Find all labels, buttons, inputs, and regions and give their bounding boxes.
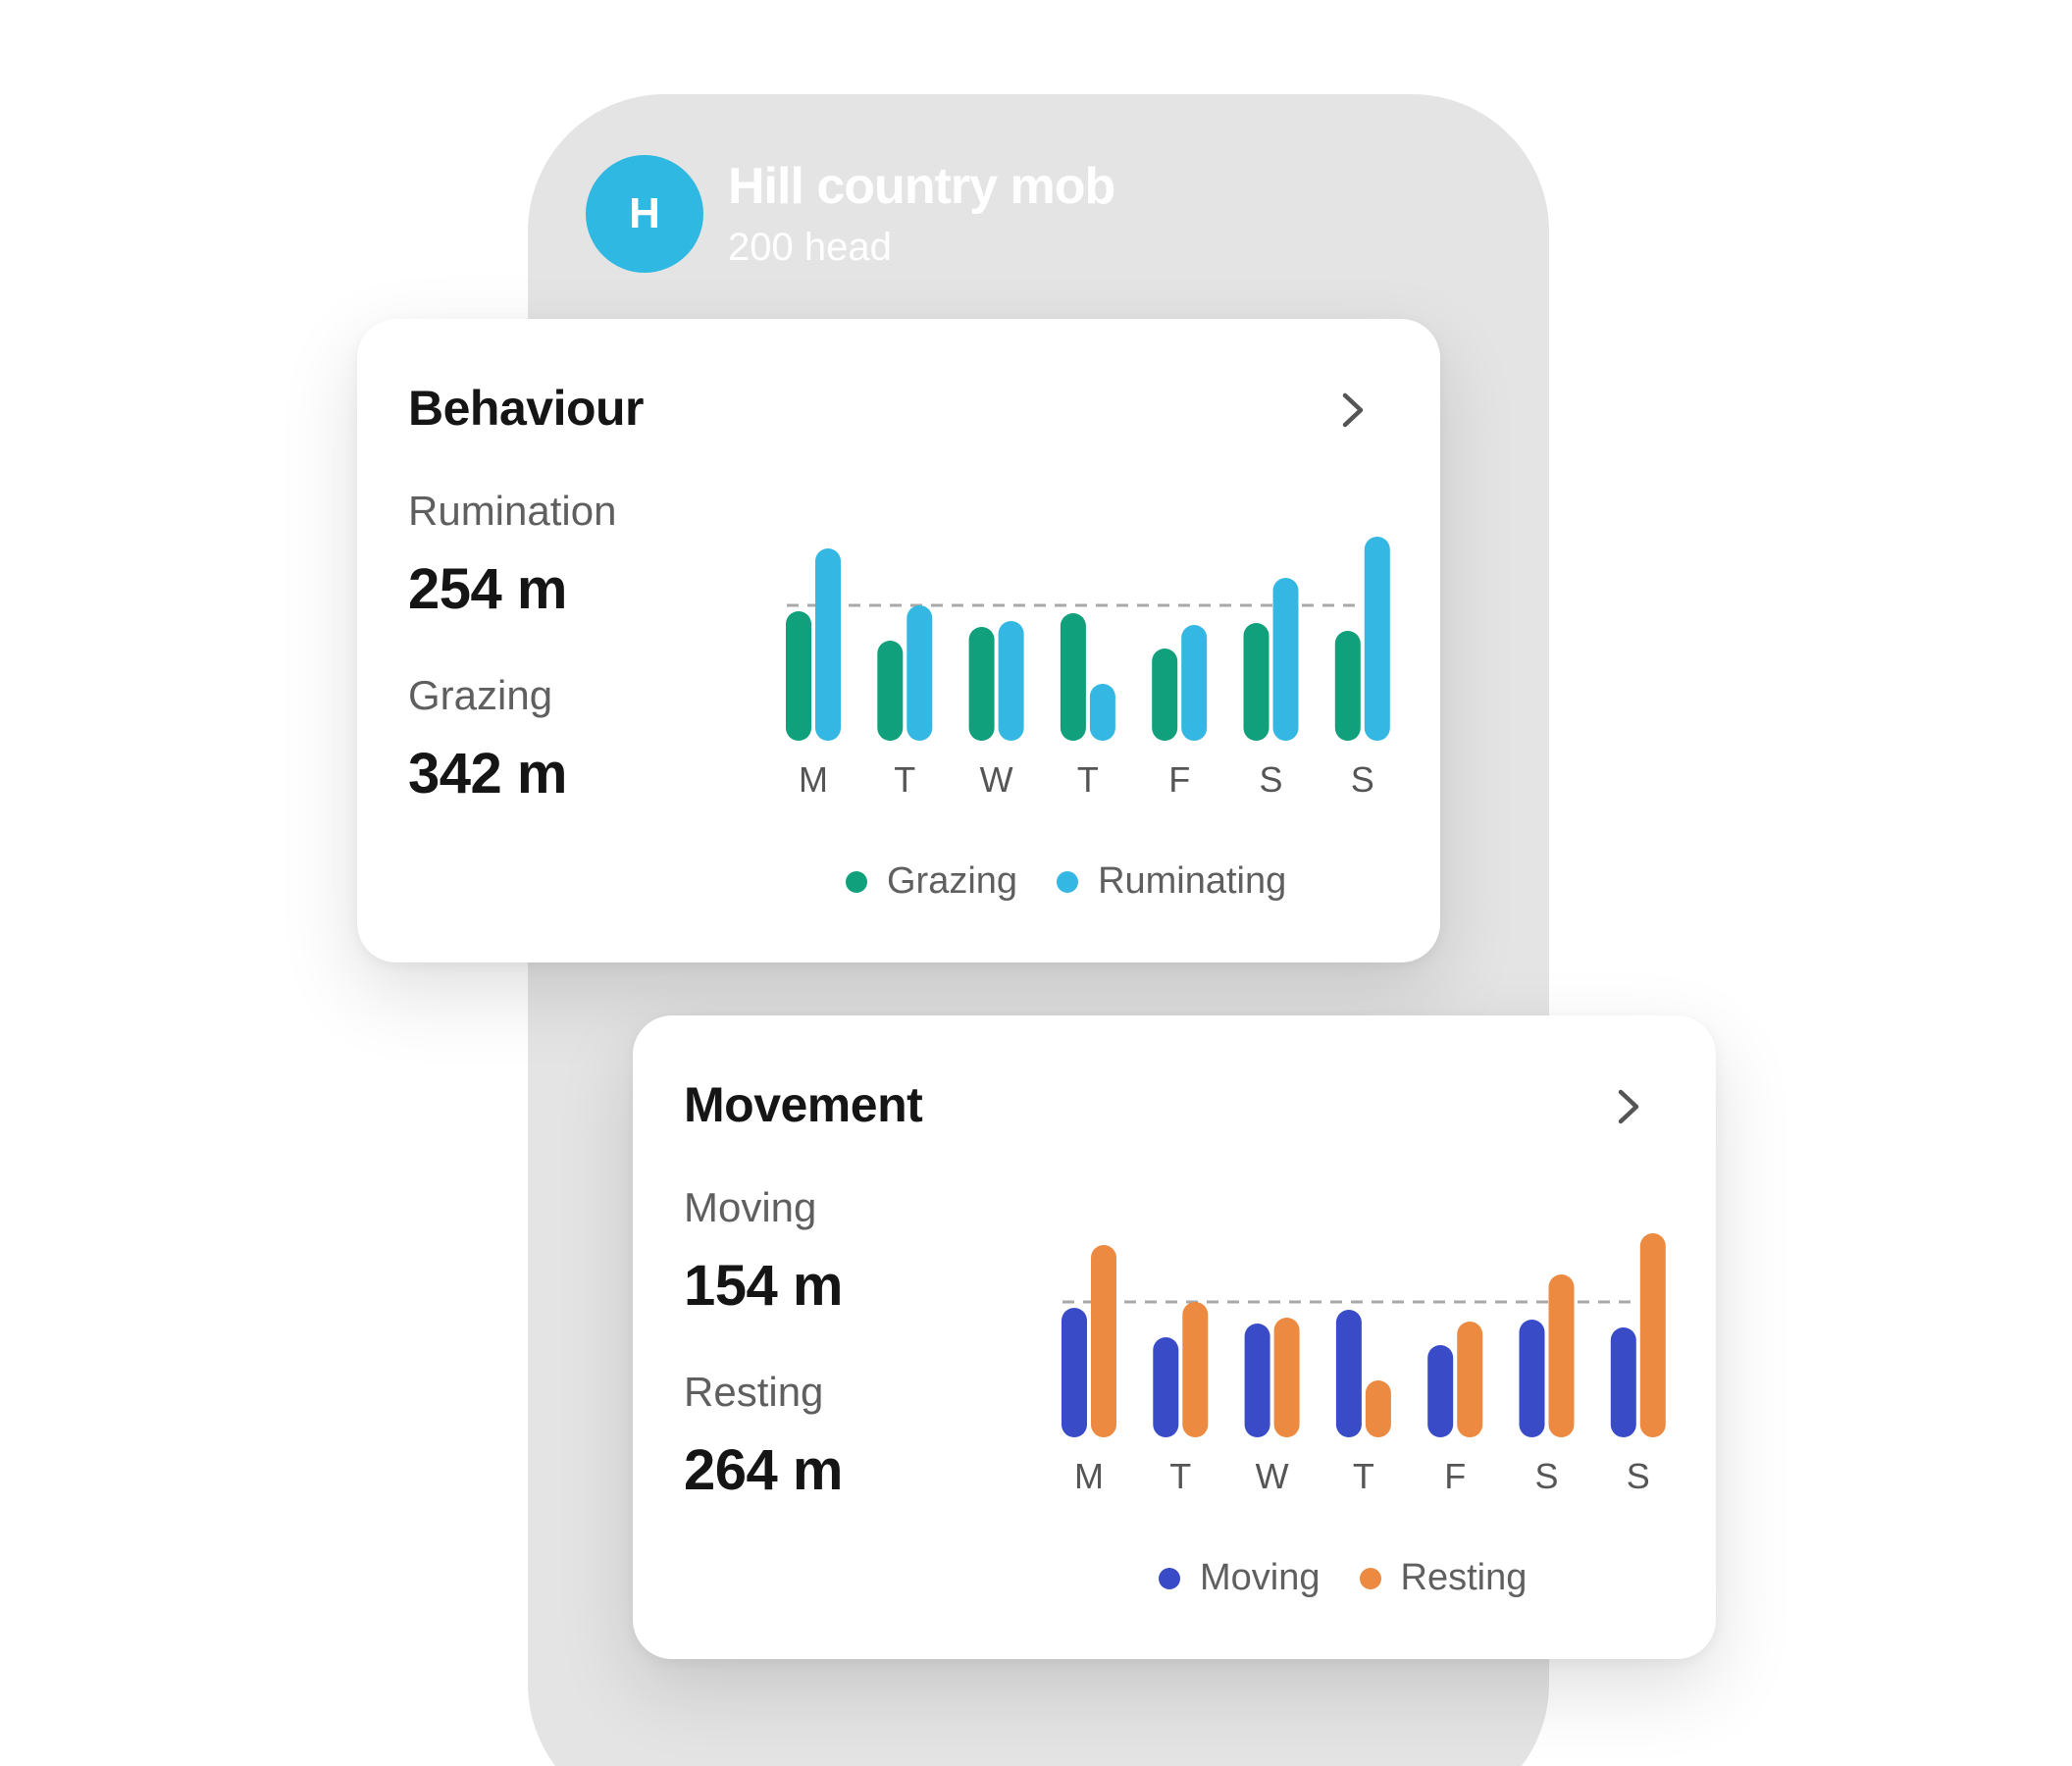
bar-ruminating-5 [1272,578,1299,741]
legend-label-ruminating: Ruminating [1098,860,1287,902]
bar-grazing-2 [968,627,995,741]
x-tick-label: M [799,759,828,800]
x-tick-label: S [1627,1456,1650,1496]
resting-value: 264 m [684,1438,843,1502]
rumination-label: Rumination [408,488,617,534]
bar-ruminating-1 [906,605,933,741]
x-tick-label: S [1259,759,1282,800]
chevron-right-icon[interactable] [1604,1082,1653,1131]
bar-resting-2 [1273,1318,1300,1437]
bar-moving-5 [1519,1320,1545,1437]
resting-label: Resting [684,1369,824,1415]
behaviour-title: Behaviour [408,381,645,436]
bar-moving-1 [1153,1337,1179,1437]
bar-ruminating-0 [815,548,841,741]
x-tick-label: T [1353,1456,1374,1496]
rumination-value: 254 m [408,557,567,621]
bar-grazing-1 [877,641,904,741]
bar-ruminating-2 [998,621,1024,741]
legend-item-grazing: Grazing [846,860,1017,903]
grazing-value: 342 m [408,742,567,805]
x-tick-label: F [1168,759,1190,800]
x-tick-label: W [980,759,1013,800]
bar-moving-6 [1610,1327,1636,1437]
bar-grazing-4 [1152,649,1178,741]
movement-card[interactable]: Movement Moving 154 m Resting 264 m M T W T… [633,1015,1716,1659]
bar-moving-4 [1427,1345,1454,1437]
legend-label-grazing: Grazing [887,860,1018,902]
grazing-label: Grazing [408,672,553,718]
legend-dot-resting [1359,1567,1381,1589]
bar-ruminating-3 [1089,684,1115,741]
bar-resting-0 [1091,1245,1116,1437]
bar-resting-3 [1365,1380,1391,1437]
chevron-right-icon[interactable] [1328,386,1377,435]
mob-name: Hill country mob [728,158,1115,215]
bar-moving-2 [1244,1324,1270,1437]
legend-item-resting: Resting [1359,1557,1528,1599]
legend-label-resting: Resting [1400,1557,1528,1598]
bar-grazing-0 [786,611,811,741]
legend-item-ruminating: Ruminating [1057,860,1286,903]
x-tick-label: F [1444,1456,1466,1496]
legend-dot-moving [1159,1567,1180,1589]
movement-legend: Moving Resting [1159,1557,1527,1599]
legend-dot-grazing [846,870,867,893]
x-tick-label: M [1074,1456,1104,1496]
x-tick-label: T [1169,1456,1191,1496]
bar-grazing-5 [1243,623,1269,741]
legend-label-moving: Moving [1200,1557,1321,1598]
x-tick-label: S [1534,1456,1558,1496]
moving-label: Moving [684,1184,817,1230]
movement-title: Movement [684,1077,923,1132]
bar-grazing-3 [1060,613,1086,741]
behaviour-card[interactable]: Behaviour Rumination 254 m Grazing 342 m… [357,319,1440,962]
x-tick-label: T [894,759,915,800]
mob-head-count: 200 head [728,226,892,269]
bar-resting-6 [1639,1233,1666,1437]
bar-grazing-6 [1334,631,1361,741]
x-tick-label: S [1351,759,1374,800]
mob-avatar: H [586,155,703,273]
moving-value: 154 m [684,1254,843,1318]
bar-moving-0 [1062,1308,1087,1437]
x-tick-label: W [1256,1456,1289,1496]
bar-ruminating-4 [1181,625,1208,741]
x-tick-label: T [1077,759,1099,800]
bar-resting-4 [1457,1322,1483,1437]
bar-ruminating-6 [1364,537,1390,741]
bar-moving-3 [1335,1310,1362,1437]
legend-dot-ruminating [1057,870,1079,893]
legend-item-moving: Moving [1159,1557,1321,1599]
behaviour-legend: Grazing Ruminating [846,860,1286,903]
bar-resting-1 [1182,1302,1209,1437]
bar-resting-5 [1548,1274,1575,1437]
